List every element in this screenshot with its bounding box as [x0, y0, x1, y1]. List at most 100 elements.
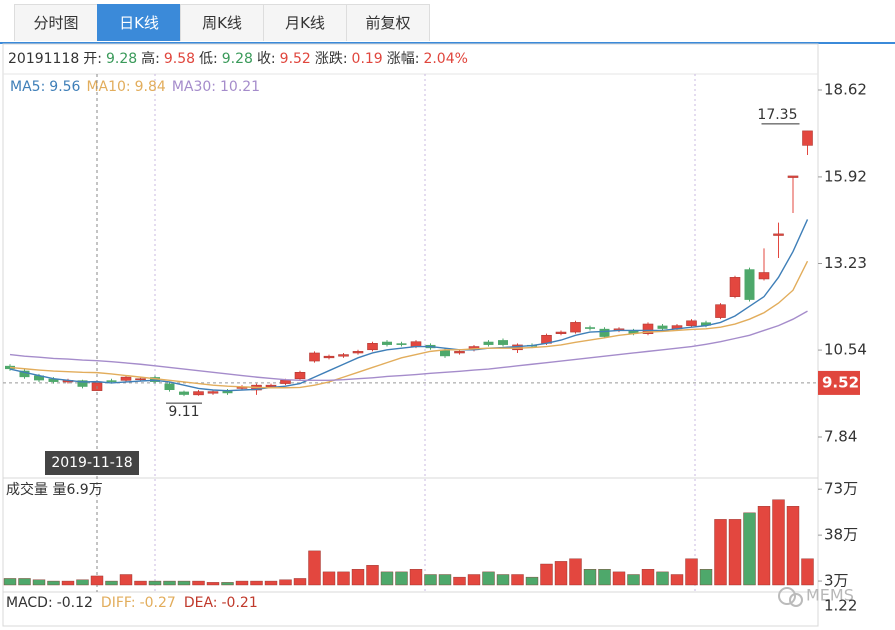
candle-body	[77, 380, 88, 387]
volume-bar	[801, 558, 814, 586]
candle-body	[599, 328, 610, 337]
quote-value: 9.28	[222, 51, 253, 67]
volume-bar	[105, 580, 118, 586]
volume-bar	[134, 580, 147, 586]
tab[interactable]: 分时图	[14, 4, 98, 41]
volume-bar	[337, 571, 350, 586]
tab[interactable]: 周K线	[180, 4, 264, 41]
volume-bar	[76, 579, 89, 586]
candle-body	[120, 376, 132, 381]
indicator-name: MACD:	[6, 595, 53, 611]
quote-value: 2.04%	[423, 51, 467, 67]
volume-bar	[656, 571, 669, 586]
volume-bar	[119, 574, 133, 586]
watermark: MEMS	[806, 586, 854, 605]
tab[interactable]: 前复权	[346, 4, 430, 41]
tab-bar: 分时图 日K线 周K线 月K线 前复权	[0, 0, 895, 44]
legend-value: 10.21	[220, 79, 260, 95]
candle-body	[135, 378, 146, 381]
volume-bar	[18, 578, 31, 586]
watermark-icon	[778, 587, 803, 607]
quote-label: 低:	[199, 51, 218, 67]
indicator-value: -0.12	[57, 595, 93, 611]
volume-bar	[699, 569, 713, 586]
candle-body	[352, 351, 364, 354]
candle-body	[207, 391, 219, 394]
volume-bar	[322, 571, 336, 586]
extreme-label: 17.35	[757, 107, 797, 123]
volume-bar	[177, 580, 191, 586]
candle-body	[570, 322, 581, 333]
indicator-name: DIFF:	[101, 595, 136, 611]
quote-value: 0.19	[352, 51, 383, 67]
candle-body	[410, 341, 422, 347]
candle-body	[758, 272, 770, 280]
y-tick-label: 10.54	[824, 341, 867, 359]
candle-body	[222, 390, 233, 394]
quote-value: 9.28	[106, 51, 137, 67]
volume-bar	[3, 578, 17, 586]
candle-body	[773, 233, 784, 236]
quote-line: 20191118 开: 9.28 高: 9.58 低: 9.28 收: 9.52 涨跌: 0.19 涨…	[8, 50, 468, 67]
volume-bar	[424, 574, 437, 586]
candle-body	[657, 325, 668, 329]
ma-line	[9, 260, 809, 389]
candle-body	[48, 378, 59, 382]
candle-body	[338, 354, 349, 357]
candle-body	[294, 371, 306, 380]
volume-bar	[670, 574, 684, 586]
candle-body	[686, 320, 697, 326]
volume-bar	[351, 569, 365, 586]
candle-body	[309, 352, 320, 362]
volume-bar	[786, 506, 800, 586]
legend-value: 9.84	[135, 79, 166, 95]
quote-value: 9.52	[280, 51, 311, 67]
indicator-legend: MACD: -0.12 DIFF: -0.27 DEA: -0.21	[6, 595, 258, 611]
volume-bar	[47, 580, 60, 586]
volume-bar	[453, 576, 466, 586]
tab[interactable]: 日K线	[97, 4, 181, 41]
volume-bar	[221, 582, 234, 586]
y-tick-label: 1.22	[824, 597, 857, 615]
candle-body	[440, 349, 450, 357]
candle-body	[19, 370, 30, 378]
candle-body	[193, 391, 204, 396]
quote-date: 20191118	[8, 51, 79, 67]
candle-body	[628, 330, 639, 334]
y-tick-label: 3万	[824, 572, 849, 590]
legend-name: MA5:	[10, 79, 45, 95]
candle-body	[367, 343, 378, 351]
volume-title: 成交量 量6.9万	[6, 481, 103, 498]
legend-value: 9.56	[49, 79, 80, 95]
volume-bar	[206, 582, 220, 586]
tab[interactable]: 月K线	[263, 4, 347, 41]
legend-name: MA10:	[86, 79, 130, 95]
volume-bar	[757, 506, 771, 586]
ma-line	[9, 310, 808, 382]
volume-bar	[61, 580, 75, 586]
legend-name: MA30:	[172, 79, 216, 95]
volume-bar	[192, 580, 205, 586]
volume-bar	[308, 550, 321, 586]
candle-body	[323, 355, 335, 359]
candle-body	[454, 351, 465, 354]
volume-bar	[395, 571, 408, 586]
volume-bar	[163, 580, 176, 586]
candle-body	[106, 380, 117, 382]
extreme-label: 9.11	[168, 404, 199, 420]
volume-bar	[264, 580, 278, 586]
volume-bar	[612, 571, 626, 586]
candle-body	[802, 130, 813, 146]
volume-bar	[90, 575, 104, 586]
candle-body	[483, 341, 494, 345]
quote-label: 涨跌:	[315, 51, 348, 67]
candle-body	[280, 380, 291, 384]
ma-line	[9, 219, 809, 392]
volume-bar	[32, 579, 46, 586]
volume-bar	[250, 580, 263, 586]
y-tick-label: 7.84	[824, 428, 857, 446]
volume-bar	[583, 569, 597, 586]
candle-body	[164, 383, 175, 391]
candle-body	[701, 322, 711, 326]
